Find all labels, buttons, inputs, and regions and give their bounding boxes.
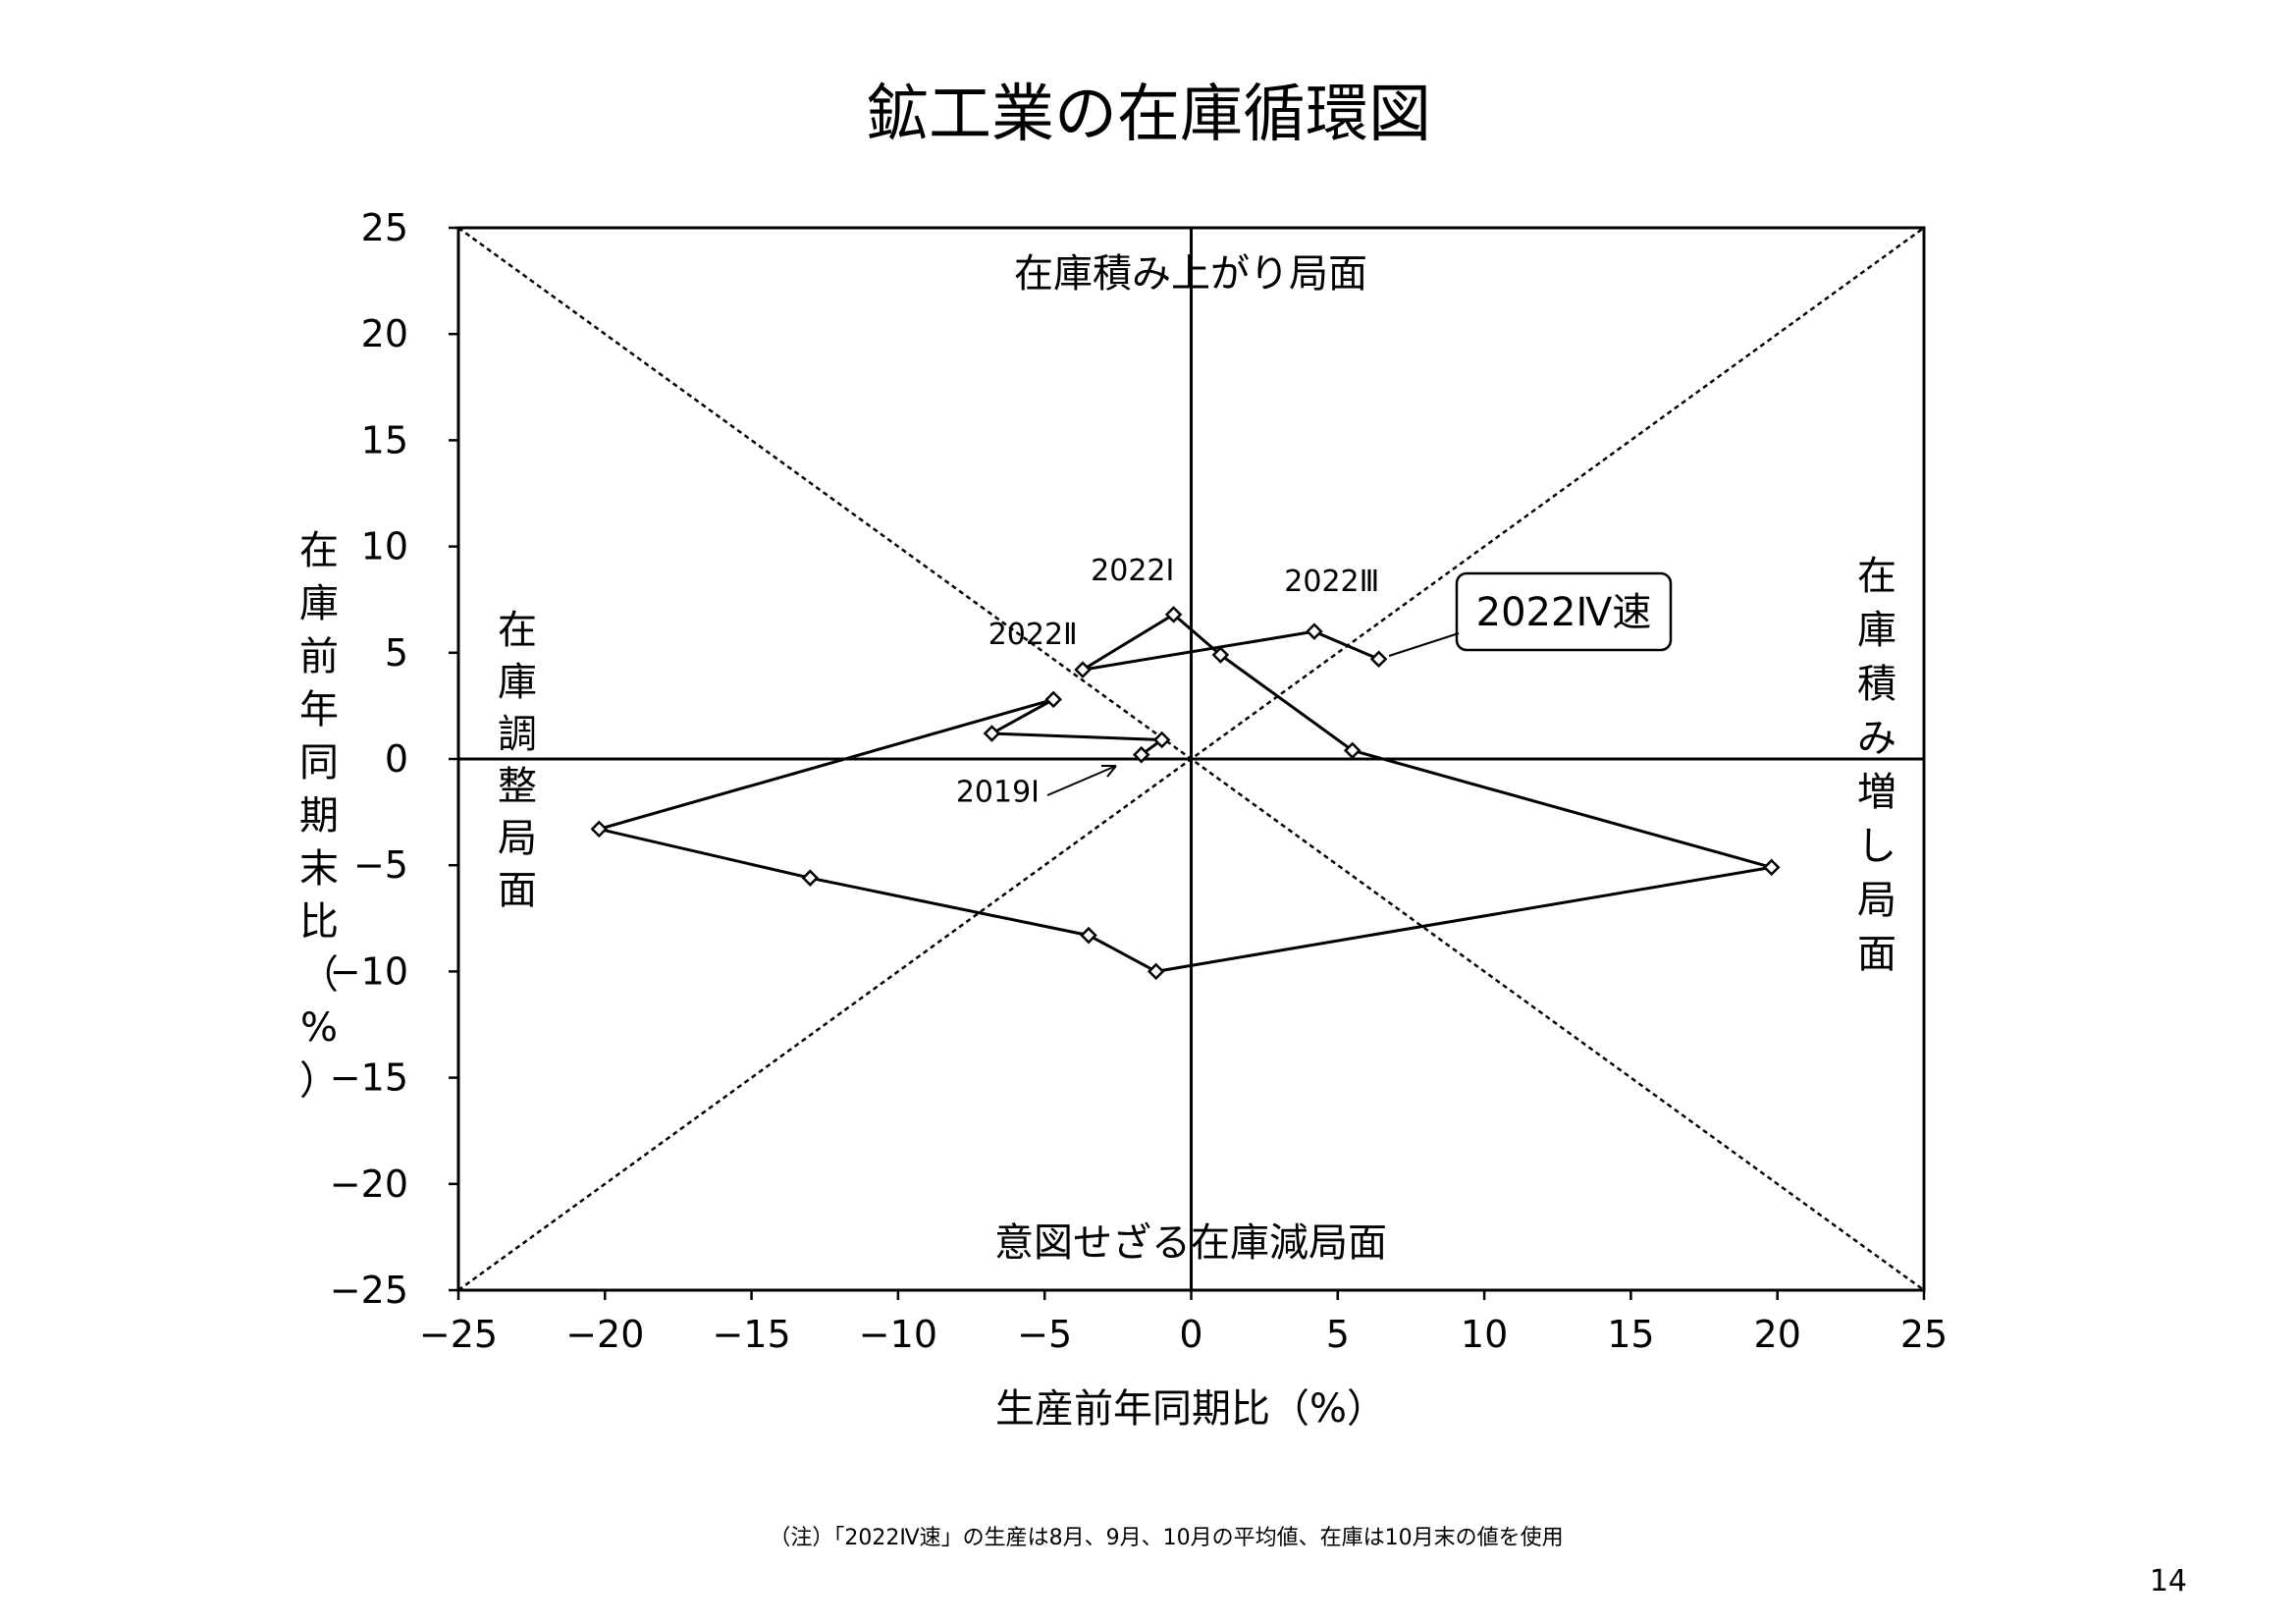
x-axis-label: 生産前年同期比（%） (995, 1386, 1386, 1432)
data-point (590, 820, 609, 839)
point-label: 2022Ⅲ (1284, 565, 1379, 599)
x-tick-label: −25 (419, 1313, 498, 1356)
data-point (1164, 606, 1183, 623)
series-line (593, 612, 1773, 973)
point-label: 2022Ⅰ (1091, 554, 1174, 588)
data-point (1080, 926, 1097, 945)
point-label: 2019Ⅰ (956, 775, 1040, 809)
data-point (1762, 858, 1781, 877)
data-point (1147, 962, 1165, 981)
y-tick-label: 5 (385, 631, 408, 675)
data-point (1369, 650, 1388, 669)
data-point (1343, 741, 1362, 760)
y-axis-ticks: 25 20 15 10 5 0 −5 −10 −15 −20 −25 (330, 206, 458, 1312)
data-point (1044, 690, 1062, 709)
y-tick-label: 0 (385, 737, 408, 781)
x-tick-label: 5 (1326, 1313, 1350, 1356)
y-tick-label: −25 (330, 1269, 408, 1312)
chart-title: 鉱工業の在庫循環図 (866, 79, 1431, 151)
y-tick-label: 20 (361, 312, 408, 355)
data-point (1306, 623, 1323, 640)
x-tick-label: −10 (859, 1313, 937, 1356)
data-point (1074, 661, 1092, 678)
y-tick-label: −10 (330, 949, 408, 993)
data-point (1152, 731, 1171, 749)
y-axis-label: 在庫前年同期末比（%） (299, 528, 339, 1104)
y-tick-label: 10 (361, 525, 408, 568)
region-right-label: 在庫積み増し局面 (1857, 554, 1896, 977)
x-tick-label: 15 (1607, 1313, 1654, 1356)
x-tick-label: 10 (1461, 1313, 1508, 1356)
y-tick-label: 15 (361, 418, 408, 461)
page-number: 14 (2150, 1564, 2187, 1598)
callout: 2022Ⅳ速 (1388, 571, 1673, 657)
x-axis-ticks: −25 −20 −15 −10 −5 0 5 10 15 20 25 (419, 1290, 1948, 1356)
callout-text: 2022Ⅳ速 (1476, 590, 1652, 635)
data-point (801, 869, 820, 887)
y-tick-label: −5 (353, 843, 408, 887)
footnote: （注）「2022Ⅳ速」の生産は8月、9月、10月の平均値、在庫は10月末の値を使… (769, 1526, 1563, 1550)
x-tick-label: −15 (712, 1313, 790, 1356)
x-tick-label: 20 (1754, 1313, 1801, 1356)
x-tick-label: 0 (1179, 1313, 1202, 1356)
y-tick-label: 25 (361, 206, 408, 249)
region-top-label: 在庫積み上がり局面 (1014, 251, 1367, 297)
label-leader-arrowhead (1101, 765, 1117, 778)
series (590, 606, 1781, 981)
region-bottom-label: 意図せざる在庫減局面 (994, 1220, 1387, 1266)
plot-area (456, 226, 1926, 1292)
data-point (1132, 745, 1150, 764)
y-tick-label: −15 (330, 1056, 408, 1100)
callout-leader (1388, 632, 1460, 657)
x-tick-label: −20 (565, 1313, 644, 1356)
region-left-label: 在庫調整局面 (498, 608, 537, 913)
data-point (983, 725, 1001, 742)
label-leader-2019 (1046, 765, 1117, 796)
y-tick-label: −20 (330, 1163, 408, 1206)
point-label: 2022Ⅱ (988, 618, 1078, 652)
callout-box (1455, 571, 1673, 652)
data-point (1211, 646, 1230, 664)
x-tick-label: 25 (1900, 1313, 1948, 1356)
point-labels: 2022Ⅰ 2022Ⅱ 2022Ⅲ 2019Ⅰ (956, 554, 1380, 809)
x-tick-label: −5 (1017, 1313, 1072, 1356)
